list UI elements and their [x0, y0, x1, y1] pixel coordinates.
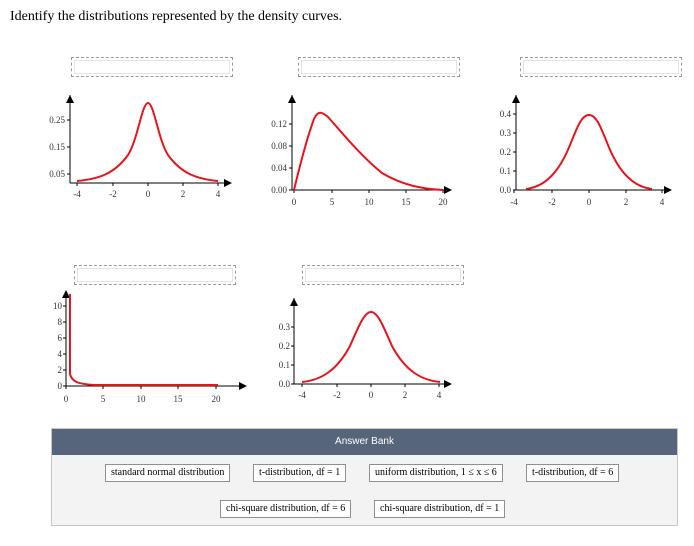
plot-2-y-tick: 0.08 [271, 141, 287, 151]
plot-4-x-tick: 0 [64, 394, 69, 404]
plot-4-y-tick: 4 [58, 349, 63, 359]
plot-4-x-tick: 5 [101, 394, 106, 404]
density-plot-5: 0.3 0.2 0.1 0.0 -4 -2 0 2 4 [279, 298, 452, 400]
question-text: Identify the distributions represented b… [10, 9, 343, 24]
plot-3-density-curve [525, 113, 653, 190]
plot-2-y-ticks: 0.12 0.08 0.04 0.00 [271, 119, 292, 195]
plot-3-x-ticks: -4 -2 0 2 4 [510, 190, 665, 207]
plot-2-y-tick: 0.00 [271, 185, 287, 195]
plot-4-y-tick: 8 [58, 317, 63, 327]
plot-2-x-tick: 10 [365, 197, 375, 207]
plot-5-y-tick: 0.2 [279, 341, 290, 351]
plot-5-x-tick: -2 [333, 390, 341, 400]
plot-1-density-curve [76, 101, 219, 182]
plot-1-y-ticks: 0.25 0.15 0.05 [49, 115, 70, 179]
plot-4-x-tick: 10 [137, 394, 147, 404]
answer-dropzone-4[interactable] [74, 265, 236, 285]
plot-5-y-ticks: 0.3 0.2 0.1 0.0 [279, 322, 294, 389]
plot-4-y-tick: 0 [58, 381, 63, 391]
answer-dropzone-3[interactable] [520, 57, 682, 77]
answer-bank-title: Answer Bank [52, 429, 677, 455]
plot-2-y-tick: 0.04 [271, 163, 287, 173]
chip-chi-square-df-6[interactable]: chi-square distribution, df = 6 [220, 500, 352, 518]
plot-3-y-ticks: 0.4 0.3 0.2 0.1 0.0 [500, 109, 516, 195]
answer-dropzone-5[interactable] [302, 265, 464, 285]
plot-3-y-tick: 0.3 [500, 128, 512, 138]
plot-1-x-tick: 0 [146, 189, 151, 199]
plot-3-y-tick: 0.0 [500, 185, 512, 195]
density-plot-2: 0.12 0.08 0.04 0.00 0 5 10 15 20 [271, 95, 452, 207]
plot-3-x-tick: 0 [587, 197, 592, 207]
plot-5-y-tick: 0.0 [279, 379, 291, 389]
plot-1-x-tick: -4 [73, 189, 81, 199]
plot-1-x-ticks: -4 -2 0 2 4 [73, 183, 221, 199]
plot-3-y-tick: 0.4 [500, 109, 512, 119]
chip-uniform[interactable]: uniform distribution, 1 ≤ x ≤ 6 [369, 464, 503, 482]
plot-3-x-tick: 4 [660, 197, 665, 207]
density-plot-4: 10 8 6 4 2 0 0 5 10 15 20 [53, 290, 247, 404]
answer-dropzone-1[interactable] [71, 57, 233, 77]
plot-5-y-tick: 0.1 [279, 360, 290, 370]
plot-4-x-tick: 15 [174, 394, 184, 404]
plot-2-x-tick: 20 [439, 197, 449, 207]
plot-5-x-tick: -4 [298, 390, 306, 400]
density-plot-1: 0.25 0.15 0.05 -4 -2 0 2 4 [49, 95, 232, 199]
plot-5-density-curve [301, 310, 441, 383]
plot-2-x-ticks: 0 5 10 15 20 [292, 190, 448, 207]
plot-1-x-tick: -2 [109, 189, 117, 199]
plot-3-x-tick: -2 [548, 197, 556, 207]
plot-3-x-tick: 2 [624, 197, 629, 207]
plot-3-x-tick: -4 [510, 197, 518, 207]
plot-4-y-tick: 2 [58, 365, 63, 375]
density-plot-3: 0.4 0.3 0.2 0.1 0.0 -4 -2 0 2 4 [500, 95, 672, 207]
plot-2-x-tick: 15 [402, 197, 412, 207]
plot-1-y-tick: 0.25 [49, 115, 65, 125]
chip-standard-normal[interactable]: standard normal distribution [105, 464, 231, 482]
plot-2-y-tick: 0.12 [271, 119, 287, 129]
plot-4-y-tick: 6 [58, 333, 63, 343]
chip-chi-square-df-1[interactable]: chi-square distribution, df = 1 [374, 500, 506, 518]
plot-2-x-tick: 5 [330, 197, 335, 207]
plot-3-y-tick: 0.1 [500, 166, 511, 176]
plot-4-y-tick: 10 [53, 301, 63, 311]
plot-1-x-tick: 4 [216, 189, 221, 199]
chip-t-df-1[interactable]: t-distribution, df = 1 [253, 464, 347, 482]
plot-2-density-curve [293, 111, 444, 191]
plot-2-x-tick: 0 [292, 197, 297, 207]
plot-1-x-tick: 2 [181, 189, 186, 199]
answer-bank: Answer Bank standard normal distribution… [51, 428, 678, 526]
plot-1-y-tick: 0.05 [49, 169, 65, 179]
answer-dropzone-2[interactable] [298, 57, 460, 77]
plot-5-y-tick: 0.3 [279, 322, 291, 332]
plot-4-x-ticks: 0 5 10 15 20 [64, 386, 221, 404]
plot-4-density-curve [69, 294, 218, 386]
plot-4-y-ticks: 10 8 6 4 2 0 [53, 301, 66, 391]
plot-5-x-tick: 4 [437, 390, 442, 400]
plot-3-y-tick: 0.2 [500, 147, 511, 157]
plot-5-x-ticks: -4 -2 0 2 4 [298, 384, 442, 400]
plot-4-x-tick: 20 [212, 394, 222, 404]
plot-5-x-tick: 0 [369, 390, 374, 400]
chip-t-df-6[interactable]: t-distribution, df = 6 [526, 464, 620, 482]
plot-1-y-tick: 0.15 [49, 142, 65, 152]
plot-5-x-tick: 2 [403, 390, 408, 400]
